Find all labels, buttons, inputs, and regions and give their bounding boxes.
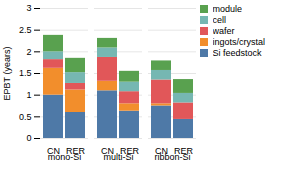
html-text:wafer: wafer <box>212 26 235 36</box>
svg-text:0: 0 <box>26 133 31 143</box>
svg-text:RER: RER <box>120 145 139 156</box>
svg-text:ribbon-Si: ribbon-Si <box>154 152 190 162</box>
svg-text:CN: CN <box>155 145 168 156</box>
svg-text:EPBT (years): EPBT (years) <box>2 47 12 101</box>
svg-text:1.5: 1.5 <box>19 68 32 78</box>
svg-text:3: 3 <box>26 3 31 13</box>
svg-text:2: 2 <box>26 47 31 57</box>
html-text:cell: cell <box>212 15 226 25</box>
svg-text:mono-Si: mono-Si <box>48 152 82 162</box>
svg-text:multi-Si: multi-Si <box>103 152 133 162</box>
svg-text:RER: RER <box>66 145 85 156</box>
svg-text:0.5: 0.5 <box>19 112 32 122</box>
svg-text:CN: CN <box>101 145 114 156</box>
svg-text:2.5: 2.5 <box>19 25 32 35</box>
svg-text:1: 1 <box>26 90 31 100</box>
html-text:Si feedstock: Si feedstock <box>212 48 262 58</box>
html-text:ingots/crystal: ingots/crystal <box>212 37 265 47</box>
html-text:module: module <box>212 4 242 14</box>
svg-text:CN: CN <box>47 145 60 156</box>
svg-text:RER: RER <box>174 145 193 156</box>
